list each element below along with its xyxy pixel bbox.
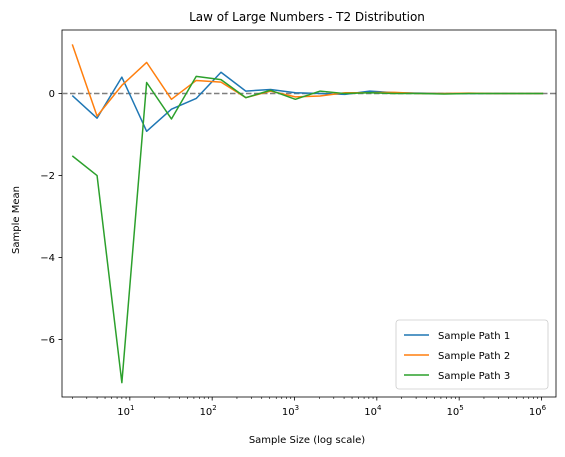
legend-box	[395, 319, 549, 390]
legend-label: Sample Path 1	[438, 331, 510, 342]
y-axis-title: Sample Mean	[11, 186, 22, 254]
y-axis: 0 −2 −4 −6	[40, 89, 62, 346]
x-tick-label: 106	[529, 404, 547, 418]
x-axis: 101 102 103 104 105 106	[71, 397, 547, 418]
plot-area	[61, 29, 557, 398]
x-tick-label: 103	[282, 404, 299, 418]
x-tick-label: 105	[447, 404, 464, 418]
series-line-2	[71, 44, 544, 117]
y-tick-label: 0	[49, 89, 55, 100]
y-tick-label: −6	[40, 335, 55, 346]
x-tick-label: 101	[117, 404, 134, 418]
x-axis-title: Sample Size (log scale)	[249, 435, 365, 446]
y-tick-label: −4	[40, 253, 55, 264]
legend-label: Sample Path 3	[438, 371, 510, 382]
x-tick-label: 104	[364, 404, 382, 418]
y-tick-label: −2	[40, 171, 55, 182]
chart-title: Law of Large Numbers - T2 Distribution	[189, 10, 425, 24]
series-line-3	[71, 75, 544, 384]
x-tick-label: 102	[200, 404, 217, 418]
legend-label: Sample Path 2	[438, 351, 510, 362]
legend: Sample Path 1 Sample Path 2 Sample Path 3	[395, 319, 549, 390]
plot-content	[62, 44, 556, 384]
